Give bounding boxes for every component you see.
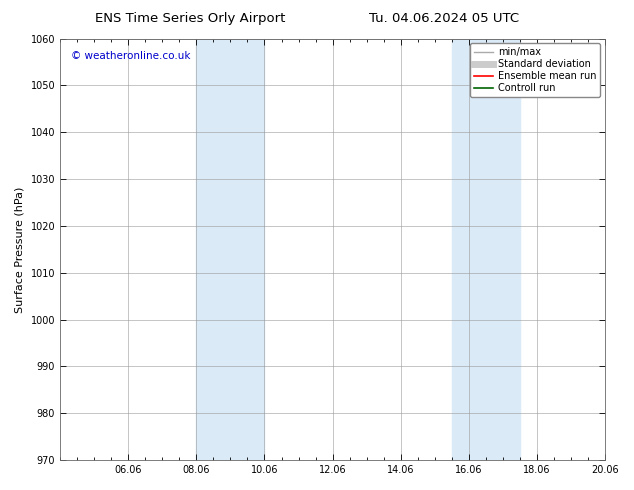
Text: © weatheronline.co.uk: © weatheronline.co.uk	[71, 51, 190, 61]
Y-axis label: Surface Pressure (hPa): Surface Pressure (hPa)	[15, 186, 25, 313]
Bar	[197, 39, 264, 460]
Text: Tu. 04.06.2024 05 UTC: Tu. 04.06.2024 05 UTC	[369, 12, 519, 25]
Bar	[452, 39, 520, 460]
Legend: min/max, Standard deviation, Ensemble mean run, Controll run: min/max, Standard deviation, Ensemble me…	[470, 44, 600, 97]
Text: ENS Time Series Orly Airport: ENS Time Series Orly Airport	[95, 12, 285, 25]
